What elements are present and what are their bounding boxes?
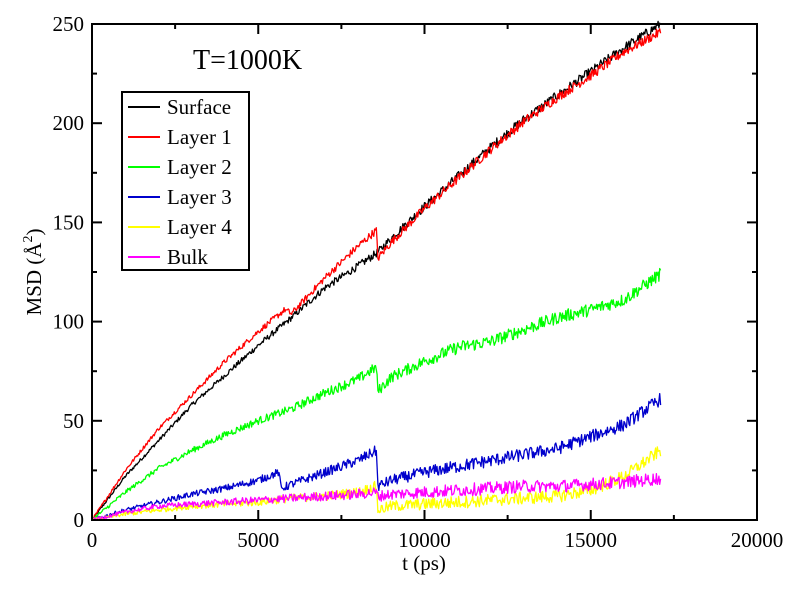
legend-label: Bulk xyxy=(167,245,208,269)
y-tick-label: 50 xyxy=(63,409,84,433)
ticks-layer: 0 5000 10000 15000 20000 0 50 100 150 200 250 xyxy=(53,12,784,552)
y-tick-label: 0 xyxy=(74,508,85,532)
y-axis-label-exponent: 2 xyxy=(21,236,36,243)
legend-label: Layer 3 xyxy=(167,185,232,209)
legend-label: Surface xyxy=(167,95,231,119)
y-axis-label-close: ) xyxy=(22,229,46,236)
x-tick-label: 20000 xyxy=(731,528,784,552)
y-axis-label-main: MSD (Å xyxy=(22,242,46,316)
x-tick-label: 5000 xyxy=(237,528,279,552)
x-tick-label: 0 xyxy=(87,528,98,552)
temperature-annotation: T=1000K xyxy=(193,45,302,76)
y-tick-label: 150 xyxy=(53,210,85,234)
y-tick-label: 200 xyxy=(53,111,85,135)
series-layer xyxy=(91,20,662,521)
y-tick-label: 250 xyxy=(53,12,85,36)
legend-label: Layer 4 xyxy=(167,215,232,239)
series-line-layer-1 xyxy=(91,28,662,521)
legend: Surface Layer 1 Layer 2 Layer 3 Layer 4 Bulk xyxy=(121,91,250,271)
series-line-surface xyxy=(91,20,662,521)
legend-box xyxy=(121,91,250,271)
y-tick-label: 100 xyxy=(53,310,85,334)
legend-label: Layer 2 xyxy=(167,155,232,179)
x-axis-label: t (ps) xyxy=(402,551,446,575)
legend-label: Layer 1 xyxy=(167,125,232,149)
series-line-layer-2 xyxy=(91,267,662,521)
series-line-bulk xyxy=(92,472,662,521)
x-tick-label: 10000 xyxy=(398,528,451,552)
series-line-layer-3 xyxy=(91,392,662,521)
y-axis-label: MSD (Å2) xyxy=(21,229,46,316)
x-tick-label: 15000 xyxy=(565,528,618,552)
svg-text:MSD (Å2): MSD (Å2) xyxy=(21,229,46,316)
